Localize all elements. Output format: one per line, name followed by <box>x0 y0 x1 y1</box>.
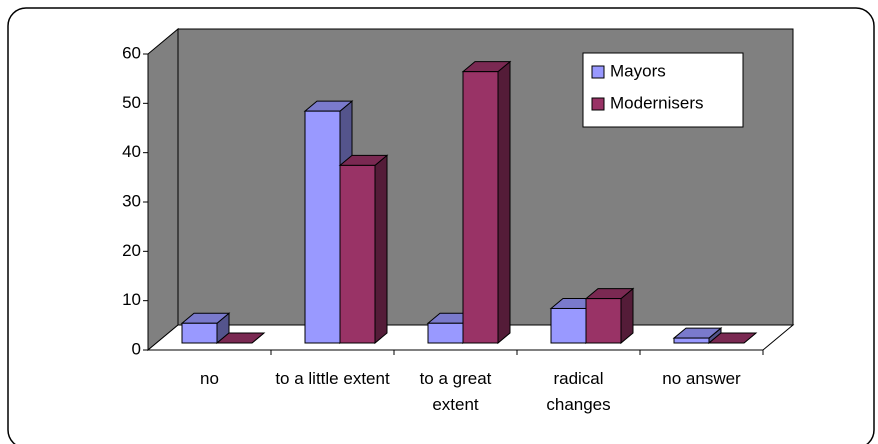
y-tick-label: 40 <box>122 142 141 161</box>
bar-top <box>707 332 758 344</box>
x-tick-label: no answer <box>662 369 741 388</box>
legend-label: Modernisers <box>610 93 704 112</box>
bar <box>339 164 376 344</box>
bar <box>462 71 499 344</box>
x-tick-label: no <box>200 369 219 388</box>
y-tick-label: 20 <box>122 241 141 260</box>
legend-swatch <box>591 65 605 79</box>
x-tick-label: to a great extent <box>419 369 492 414</box>
legend-box <box>582 52 744 128</box>
legend-label: Mayors <box>610 61 666 80</box>
bar <box>181 322 218 344</box>
side-wall <box>147 27 179 352</box>
y-tick-label: 0 <box>132 339 141 358</box>
bar <box>550 307 587 344</box>
bar <box>427 322 464 344</box>
bar-side <box>497 60 511 345</box>
y-tick-label: 60 <box>122 43 141 62</box>
y-tick-label: 10 <box>122 290 141 309</box>
bar <box>585 298 622 344</box>
y-tick-label: 30 <box>122 191 141 210</box>
bar <box>673 337 710 344</box>
legend-swatch <box>591 97 605 111</box>
bar-side <box>374 154 388 345</box>
x-tick-label: to a little extent <box>275 369 390 388</box>
y-tick-label: 50 <box>122 93 141 112</box>
bar-top <box>215 332 266 344</box>
x-tick-label: radical changes <box>546 369 611 414</box>
bar <box>304 110 341 344</box>
